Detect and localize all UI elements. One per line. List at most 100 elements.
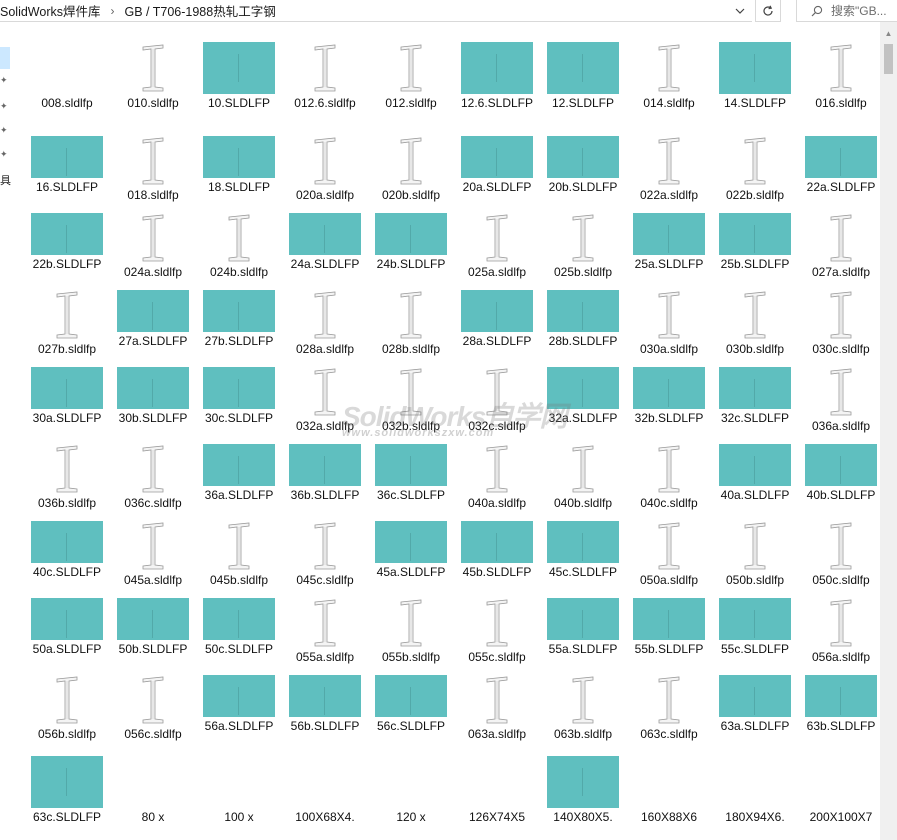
chevron-down-icon[interactable] <box>730 2 750 20</box>
file-item[interactable]: 025b.sldlfp <box>540 195 626 279</box>
search-box[interactable]: 搜索"GB... <box>796 0 897 22</box>
file-item[interactable]: 180X94X6. <box>712 734 798 835</box>
file-item[interactable]: 024b.sldlfp <box>196 195 282 279</box>
file-item[interactable]: 140X80X5. <box>540 734 626 835</box>
file-item[interactable]: 016.sldlfp <box>798 24 884 118</box>
file-item[interactable]: 014.sldlfp <box>626 24 712 118</box>
file-item[interactable]: 63b.SLDLFP <box>798 657 884 734</box>
file-item[interactable]: 028a.sldlfp <box>282 272 368 356</box>
address-bar[interactable]: SolidWorks焊件库 › GB / T706-1988热轧工字钢 <box>0 0 752 22</box>
file-item[interactable]: 120 x <box>368 734 454 835</box>
file-item[interactable]: 80 x <box>110 734 196 835</box>
file-item[interactable]: 12.6.SLDLFP <box>454 24 540 118</box>
file-item[interactable]: 24b.SLDLFP <box>368 195 454 272</box>
file-item[interactable]: 18.SLDLFP <box>196 118 282 195</box>
vertical-scrollbar[interactable]: ▲ <box>880 22 897 840</box>
file-item[interactable]: 020b.sldlfp <box>368 118 454 202</box>
file-item[interactable]: 12.SLDLFP <box>540 24 626 118</box>
pin-icon[interactable]: ✦ <box>0 149 8 159</box>
file-item[interactable]: 40c.SLDLFP <box>24 503 110 580</box>
file-item[interactable]: 30c.SLDLFP <box>196 349 282 426</box>
file-item[interactable]: 040c.sldlfp <box>626 426 712 510</box>
file-item[interactable]: 63a.SLDLFP <box>712 657 798 734</box>
file-item[interactable]: 024a.sldlfp <box>110 195 196 279</box>
file-item[interactable]: 027a.sldlfp <box>798 195 884 279</box>
file-item[interactable]: 032b.sldlfp <box>368 349 454 433</box>
file-item[interactable]: 56c.SLDLFP <box>368 657 454 734</box>
file-item[interactable]: 25b.SLDLFP <box>712 195 798 272</box>
file-item[interactable]: 20a.SLDLFP <box>454 118 540 195</box>
file-item[interactable]: 027b.sldlfp <box>24 272 110 356</box>
file-item[interactable]: 30a.SLDLFP <box>24 349 110 426</box>
file-item[interactable]: 28a.SLDLFP <box>454 272 540 349</box>
file-item[interactable]: 030a.sldlfp <box>626 272 712 356</box>
file-item[interactable]: 020a.sldlfp <box>282 118 368 202</box>
file-item[interactable]: 012.sldlfp <box>368 24 454 118</box>
file-item[interactable]: 22a.SLDLFP <box>798 118 884 195</box>
file-item[interactable]: 10.SLDLFP <box>196 24 282 118</box>
file-item[interactable]: 25a.SLDLFP <box>626 195 712 272</box>
file-item[interactable]: 056c.sldlfp <box>110 657 196 741</box>
file-item[interactable]: 22b.SLDLFP <box>24 195 110 272</box>
file-item[interactable]: 27b.SLDLFP <box>196 272 282 349</box>
file-item[interactable]: 100 x <box>196 734 282 835</box>
file-item[interactable]: 063c.sldlfp <box>626 657 712 741</box>
pin-icon[interactable]: ✦ <box>0 125 8 135</box>
file-item[interactable]: 30b.SLDLFP <box>110 349 196 426</box>
file-item[interactable]: 16.SLDLFP <box>24 118 110 195</box>
file-item[interactable]: 36b.SLDLFP <box>282 426 368 503</box>
file-item[interactable]: 55a.SLDLFP <box>540 580 626 657</box>
file-item[interactable]: 032c.sldlfp <box>454 349 540 433</box>
scrollbar-thumb[interactable] <box>884 44 893 74</box>
file-item[interactable]: 028b.sldlfp <box>368 272 454 356</box>
file-item[interactable]: 50c.SLDLFP <box>196 580 282 657</box>
file-item[interactable]: 063a.sldlfp <box>454 657 540 741</box>
file-item[interactable]: 55b.SLDLFP <box>626 580 712 657</box>
file-item[interactable]: 45c.SLDLFP <box>540 503 626 580</box>
file-item[interactable]: 022b.sldlfp <box>712 118 798 202</box>
file-item[interactable]: 200X100X7 <box>798 734 884 835</box>
file-item[interactable]: 040b.sldlfp <box>540 426 626 510</box>
file-item[interactable]: 40b.SLDLFP <box>798 426 884 503</box>
file-item[interactable]: 045a.sldlfp <box>110 503 196 587</box>
breadcrumb-separator[interactable]: › <box>110 3 115 18</box>
breadcrumb-current[interactable]: GB / T706-1988热轧工字钢 <box>124 5 276 19</box>
file-item[interactable]: 126X74X5 <box>454 734 540 835</box>
nav-selected-item[interactable] <box>0 47 10 69</box>
file-item[interactable]: 45b.SLDLFP <box>454 503 540 580</box>
file-item[interactable]: 36c.SLDLFP <box>368 426 454 503</box>
file-item[interactable]: 32b.SLDLFP <box>626 349 712 426</box>
file-item[interactable]: 032a.sldlfp <box>282 349 368 433</box>
file-item[interactable]: 055c.sldlfp <box>454 580 540 664</box>
file-item[interactable]: 056a.sldlfp <box>798 580 884 664</box>
file-item[interactable]: 160X88X6 <box>626 734 712 835</box>
file-item[interactable]: 40a.SLDLFP <box>712 426 798 503</box>
file-item[interactable]: 055b.sldlfp <box>368 580 454 664</box>
file-item[interactable]: 050b.sldlfp <box>712 503 798 587</box>
file-item[interactable]: 28b.SLDLFP <box>540 272 626 349</box>
file-item[interactable]: 050a.sldlfp <box>626 503 712 587</box>
file-item[interactable]: 036a.sldlfp <box>798 349 884 433</box>
file-item[interactable]: 32c.SLDLFP <box>712 349 798 426</box>
file-item[interactable]: 50b.SLDLFP <box>110 580 196 657</box>
file-item[interactable]: 24a.SLDLFP <box>282 195 368 272</box>
pin-icon[interactable]: ✦ <box>0 101 8 111</box>
file-item[interactable]: 036c.sldlfp <box>110 426 196 510</box>
file-item[interactable]: 008.sldlfp <box>24 24 110 118</box>
scroll-up-icon[interactable]: ▲ <box>884 29 893 38</box>
file-item[interactable]: 030c.sldlfp <box>798 272 884 356</box>
file-item[interactable]: 018.sldlfp <box>110 118 196 202</box>
file-item[interactable]: 040a.sldlfp <box>454 426 540 510</box>
file-item[interactable]: 022a.sldlfp <box>626 118 712 202</box>
nav-item-label[interactable]: 具 <box>0 175 11 187</box>
file-item[interactable]: 025a.sldlfp <box>454 195 540 279</box>
file-item[interactable]: 050c.sldlfp <box>798 503 884 587</box>
file-item[interactable]: 055a.sldlfp <box>282 580 368 664</box>
file-item[interactable]: 55c.SLDLFP <box>712 580 798 657</box>
file-item[interactable]: 036b.sldlfp <box>24 426 110 510</box>
file-item[interactable]: 50a.SLDLFP <box>24 580 110 657</box>
file-item[interactable]: 56b.SLDLFP <box>282 657 368 734</box>
file-item[interactable]: 32a.SLDLFP <box>540 349 626 426</box>
file-item[interactable]: 012.6.sldlfp <box>282 24 368 118</box>
file-item[interactable]: 100X68X4. <box>282 734 368 835</box>
